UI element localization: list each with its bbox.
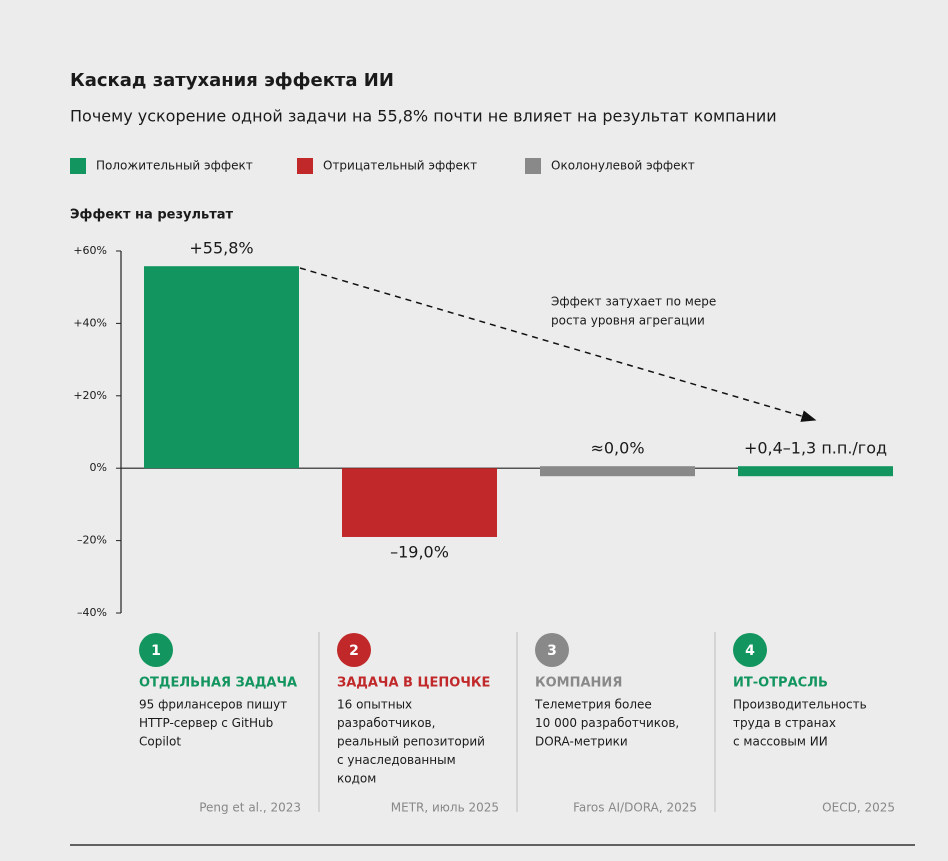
card-description: 95 фрилансеров пишут (139, 698, 287, 712)
step-number: 2 (349, 643, 359, 659)
card-description: DORA-метрики (535, 735, 628, 749)
bar (738, 466, 893, 477)
step-badge (337, 633, 371, 667)
card-source: OECD, 2025 (822, 801, 895, 815)
card-description: HTTP-сервер с GitHub (139, 716, 273, 730)
y-tick-label: +20% (73, 389, 107, 402)
step-number: 1 (151, 643, 161, 659)
card-description: с унаследованным (337, 753, 456, 767)
x-tick-label: КОМПАНИЯ (535, 676, 622, 691)
y-tick-label: +40% (73, 316, 107, 329)
card-source: Peng et al., 2023 (199, 801, 301, 815)
y-tick-label: +60% (73, 244, 107, 257)
card-source: Faros AI/DORA, 2025 (573, 801, 697, 815)
card-description: 16 опытных (337, 698, 412, 712)
chart-title: Каскад затухания эффекта ИИ (70, 70, 394, 91)
annotation: роста уровня агрегации (551, 314, 705, 328)
legend-swatch (297, 158, 313, 174)
bar (144, 266, 299, 469)
chart-subtitle: Почему ускорение одной задачи на 55,8% п… (70, 107, 777, 126)
y-tick-label: –40% (77, 606, 107, 619)
step-badge (535, 633, 569, 667)
x-tick-label: ОТДЕЛЬНАЯ ЗАДАЧА (139, 676, 297, 691)
value-label: +55,8% (189, 239, 253, 258)
x-tick-label: ИТ-ОТРАСЛЬ (733, 676, 828, 691)
value-label: ≈0,0% (590, 439, 644, 458)
legend-swatch (70, 158, 86, 174)
card-description: кодом (337, 772, 376, 786)
card-description: Производительность (733, 698, 867, 712)
card-description: 10 000 разработчиков, (535, 716, 679, 730)
step-badge (733, 633, 767, 667)
y-axis-label: Эффект на результат (70, 208, 234, 223)
annotation: Эффект затухает по мере (551, 295, 716, 309)
value-label: +0,4–1,3 п.п./год (744, 439, 887, 458)
x-tick-label: ЗАДАЧА В ЦЕПОЧКЕ (337, 676, 490, 691)
bar (540, 466, 695, 477)
legend-label: Отрицательный эффект (323, 159, 477, 173)
legend-swatch (525, 158, 541, 174)
trend-arrow (299, 267, 817, 422)
card-description: труда в странах (733, 716, 836, 730)
card-description: реальный репозиторий (337, 735, 485, 749)
card-description: разработчиков, (337, 716, 435, 730)
y-tick-label: –20% (77, 534, 107, 547)
y-tick-label: 0% (90, 461, 107, 474)
bar (342, 468, 497, 537)
step-badge (139, 633, 173, 667)
step-number: 3 (547, 643, 557, 659)
step-number: 4 (745, 643, 755, 659)
card-description: Телеметрия более (534, 698, 652, 712)
card-description: с массовым ИИ (733, 735, 828, 749)
value-label: –19,0% (390, 542, 449, 561)
legend-label: Положительный эффект (96, 159, 253, 173)
card-source: METR, июль 2025 (391, 801, 499, 815)
legend-label: Околонулевой эффект (551, 159, 695, 173)
card-description: Copilot (139, 735, 181, 749)
